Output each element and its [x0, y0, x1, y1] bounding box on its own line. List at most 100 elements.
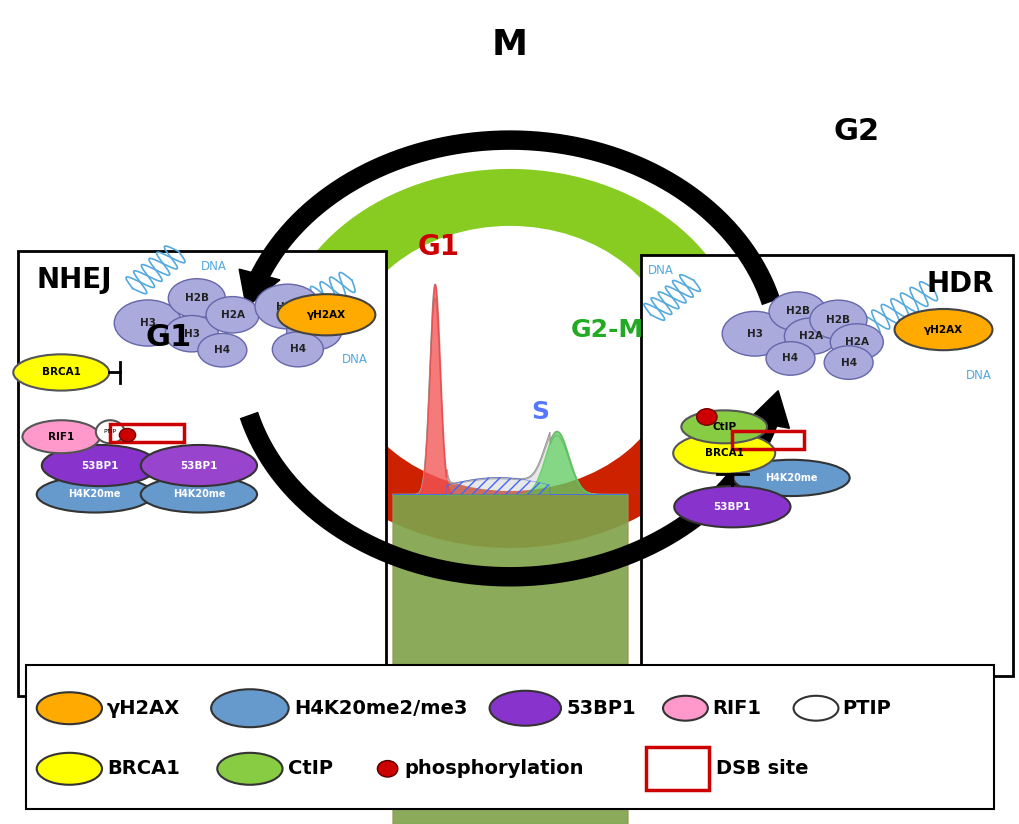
- Text: H4: H4: [214, 345, 230, 355]
- Text: H2A: H2A: [220, 310, 245, 320]
- Ellipse shape: [768, 292, 825, 331]
- Ellipse shape: [37, 476, 153, 513]
- Text: H4K20me: H4K20me: [172, 489, 225, 499]
- Ellipse shape: [784, 318, 837, 354]
- Text: NHEJ: NHEJ: [37, 266, 112, 294]
- Text: H3: H3: [140, 318, 156, 328]
- Text: H3: H3: [183, 329, 200, 339]
- Ellipse shape: [809, 300, 866, 339]
- Text: H4K20me: H4K20me: [68, 489, 121, 499]
- Circle shape: [346, 227, 673, 490]
- Ellipse shape: [165, 316, 218, 352]
- Ellipse shape: [721, 311, 787, 356]
- Text: S: S: [531, 400, 549, 424]
- Ellipse shape: [277, 294, 375, 335]
- Text: H2B: H2B: [785, 307, 809, 316]
- Text: γH2AX: γH2AX: [923, 325, 962, 335]
- Text: H2A: H2A: [844, 337, 868, 347]
- Ellipse shape: [255, 284, 320, 329]
- Text: DSB site: DSB site: [715, 759, 808, 779]
- Bar: [110, 424, 183, 442]
- Ellipse shape: [489, 691, 560, 726]
- Circle shape: [96, 420, 124, 443]
- Circle shape: [377, 761, 397, 777]
- Text: H4K20me2/me3: H4K20me2/me3: [293, 699, 467, 718]
- Bar: [25, 665, 994, 809]
- Text: H2B: H2B: [275, 302, 300, 311]
- Text: BRCA1: BRCA1: [42, 368, 81, 377]
- Text: 53BP1: 53BP1: [713, 502, 750, 512]
- Polygon shape: [238, 269, 279, 307]
- Circle shape: [365, 241, 655, 476]
- Text: CtIP: CtIP: [287, 759, 332, 779]
- Circle shape: [119, 428, 136, 442]
- Text: H4: H4: [782, 353, 798, 363]
- Ellipse shape: [198, 334, 247, 367]
- Text: G1: G1: [417, 233, 460, 261]
- Ellipse shape: [662, 695, 707, 721]
- Text: H4K20me: H4K20me: [764, 473, 817, 483]
- Text: M: M: [491, 28, 528, 63]
- Bar: [640, 255, 1012, 676]
- Text: γH2AX: γH2AX: [107, 699, 180, 718]
- Ellipse shape: [681, 410, 766, 443]
- Text: RIF1: RIF1: [48, 432, 74, 442]
- Ellipse shape: [894, 309, 991, 350]
- Ellipse shape: [823, 346, 872, 379]
- Text: H4: H4: [840, 358, 856, 368]
- Ellipse shape: [114, 300, 181, 346]
- Circle shape: [696, 409, 716, 425]
- Text: 53BP1: 53BP1: [566, 699, 635, 718]
- Text: PTIP: PTIP: [104, 429, 116, 434]
- Ellipse shape: [22, 420, 100, 453]
- Text: G2: G2: [833, 117, 879, 147]
- Ellipse shape: [733, 460, 849, 496]
- Wedge shape: [275, 169, 712, 424]
- Text: BRCA1: BRCA1: [704, 448, 743, 458]
- Text: DNA: DNA: [341, 353, 368, 366]
- Text: CtIP: CtIP: [711, 422, 736, 432]
- Polygon shape: [747, 391, 789, 428]
- Text: H3: H3: [746, 329, 762, 339]
- Ellipse shape: [674, 486, 790, 527]
- Text: DNA: DNA: [647, 264, 674, 277]
- Ellipse shape: [217, 753, 282, 784]
- Wedge shape: [289, 391, 736, 548]
- Bar: [732, 431, 803, 449]
- Text: PTIP: PTIP: [842, 699, 891, 718]
- Ellipse shape: [673, 433, 774, 474]
- Text: H2A: H2A: [798, 331, 822, 341]
- Text: H2A: H2A: [302, 326, 326, 336]
- Text: early-S: early-S: [449, 742, 570, 771]
- Text: γH2AX: γH2AX: [307, 310, 345, 320]
- Text: H2B: H2B: [825, 315, 850, 325]
- Ellipse shape: [829, 324, 882, 360]
- Ellipse shape: [211, 689, 288, 728]
- Ellipse shape: [141, 445, 257, 486]
- Bar: [645, 747, 708, 790]
- Text: H2B: H2B: [184, 293, 209, 303]
- Ellipse shape: [37, 753, 102, 784]
- Ellipse shape: [206, 297, 259, 333]
- Text: 53BP1: 53BP1: [180, 461, 217, 471]
- Ellipse shape: [168, 279, 225, 318]
- Text: DNA: DNA: [965, 369, 991, 382]
- Text: G2-M: G2-M: [570, 317, 643, 342]
- Bar: [18, 251, 385, 696]
- Text: H4: H4: [289, 344, 306, 354]
- Text: G1: G1: [145, 323, 192, 353]
- Text: DNA: DNA: [201, 260, 227, 274]
- Ellipse shape: [793, 695, 838, 721]
- Wedge shape: [642, 264, 744, 408]
- Ellipse shape: [13, 354, 109, 391]
- Ellipse shape: [272, 332, 323, 367]
- Ellipse shape: [141, 476, 257, 513]
- Ellipse shape: [42, 445, 158, 486]
- Text: 53BP1: 53BP1: [82, 461, 118, 471]
- Text: BRCA1: BRCA1: [107, 759, 179, 779]
- Text: HDR: HDR: [926, 270, 994, 298]
- Ellipse shape: [765, 342, 814, 375]
- Ellipse shape: [37, 692, 102, 724]
- Text: phosphorylation: phosphorylation: [404, 759, 583, 779]
- Ellipse shape: [286, 312, 341, 350]
